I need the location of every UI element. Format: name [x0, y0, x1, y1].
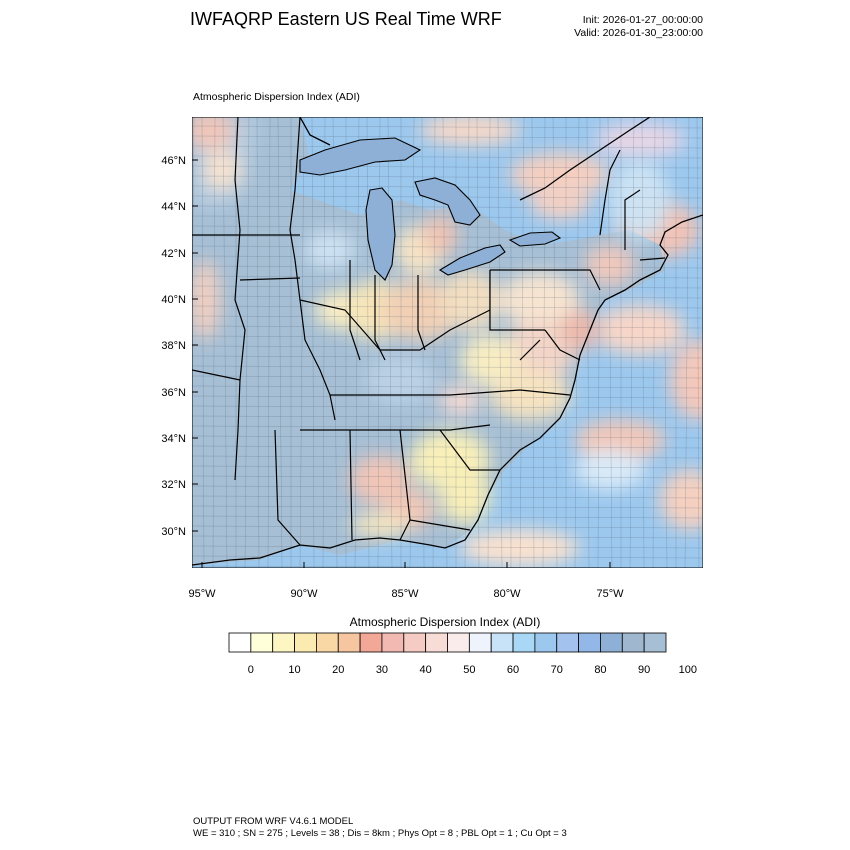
lat-label: 36°N [161, 387, 186, 399]
map-axes: 46°N 44°N 42°N 40°N 38°N 36°N 34°N 32°N 30°N 95°W… [161, 155, 624, 600]
map-plot-area [192, 117, 703, 568]
colorbar-swatch [643, 632, 667, 653]
colorbar-swatch [337, 632, 361, 653]
colorbar-swatch [359, 632, 383, 653]
lake-michigan [365, 187, 396, 281]
great-lakes [299, 137, 562, 281]
lake-erie [438, 244, 506, 276]
colorbar-swatch [381, 632, 405, 653]
colorbar-swatch [556, 632, 580, 653]
lat-label: 30°N [161, 526, 186, 538]
colorbar-swatch [272, 632, 295, 653]
colorbar-title: Atmospheric Dispersion Index (ADI) [349, 615, 541, 629]
lat-label: 34°N [161, 433, 186, 445]
colorbar-tick-label: 90 [638, 664, 650, 676]
colorbar-tick-label: 10 [288, 664, 300, 676]
colorbar-swatch [512, 632, 536, 653]
colorbar-swatch [490, 632, 514, 653]
lon-label: 80°W [493, 588, 521, 600]
lake-huron [414, 177, 481, 226]
colorbar-swatch [250, 632, 274, 653]
colorbar-swatch [447, 632, 470, 653]
lat-label: 38°N [161, 340, 186, 352]
lon-label: 90°W [290, 588, 318, 600]
lat-label: 42°N [161, 248, 186, 260]
colorbar-tick-label: 60 [507, 664, 519, 676]
colorbar-tick-label: 40 [420, 664, 432, 676]
lon-label: 75°W [596, 588, 624, 600]
lon-label: 85°W [391, 588, 419, 600]
colorbar-swatch [228, 632, 252, 653]
state-borders [192, 117, 666, 546]
lat-label: 44°N [161, 201, 186, 213]
lat-label: 46°N [161, 155, 186, 167]
run-times: Init: 2026-01-27_00:00:00 Valid: 2026-01… [574, 14, 703, 40]
lake-superior [299, 137, 422, 176]
footer-line-1: OUTPUT FROM WRF V4.6.1 MODEL [193, 816, 354, 827]
colorbar-tick-label: 20 [332, 664, 344, 676]
colorbar-tick-label: 100 [679, 664, 697, 676]
colorbar-swatch [315, 632, 339, 653]
colorbar-swatch [621, 632, 645, 653]
lat-label: 32°N [161, 479, 186, 491]
colorbar-swatch [294, 632, 317, 653]
colorbar-swatch [534, 632, 558, 653]
colorbar-swatch [578, 632, 601, 653]
colorbar-swatch [468, 632, 492, 653]
colorbar-swatch [403, 632, 427, 653]
colorbar-tick-label: 0 [248, 664, 254, 676]
footer-line-2: WE = 310 ; SN = 275 ; Levels = 38 ; Dis … [193, 828, 567, 839]
colorbar-swatch [600, 632, 623, 653]
init-time: Init: 2026-01-27_00:00:00 [582, 14, 703, 26]
colorbar: 0 10 20 30 40 50 60 70 80 90 100 [228, 632, 697, 676]
lat-label: 40°N [161, 294, 186, 306]
colorbar-tick-label: 70 [551, 664, 563, 676]
coastlines [192, 117, 703, 566]
colorbar-tick-label: 80 [594, 664, 606, 676]
lake-ontario [508, 231, 562, 247]
figure-title: IWFAQRP Eastern US Real Time WRF [190, 9, 502, 29]
model-footer: OUTPUT FROM WRF V4.6.1 MODEL WE = 310 ; … [193, 816, 567, 840]
lon-label: 95°W [188, 588, 216, 600]
colorbar-tick-label: 50 [463, 664, 475, 676]
colorbar-swatch [425, 632, 448, 653]
map-title: Atmospheric Dispersion Index (ADI) [193, 91, 360, 103]
colorbar-tick-label: 30 [376, 664, 388, 676]
valid-time: Valid: 2026-01-30_23:00:00 [574, 27, 703, 39]
